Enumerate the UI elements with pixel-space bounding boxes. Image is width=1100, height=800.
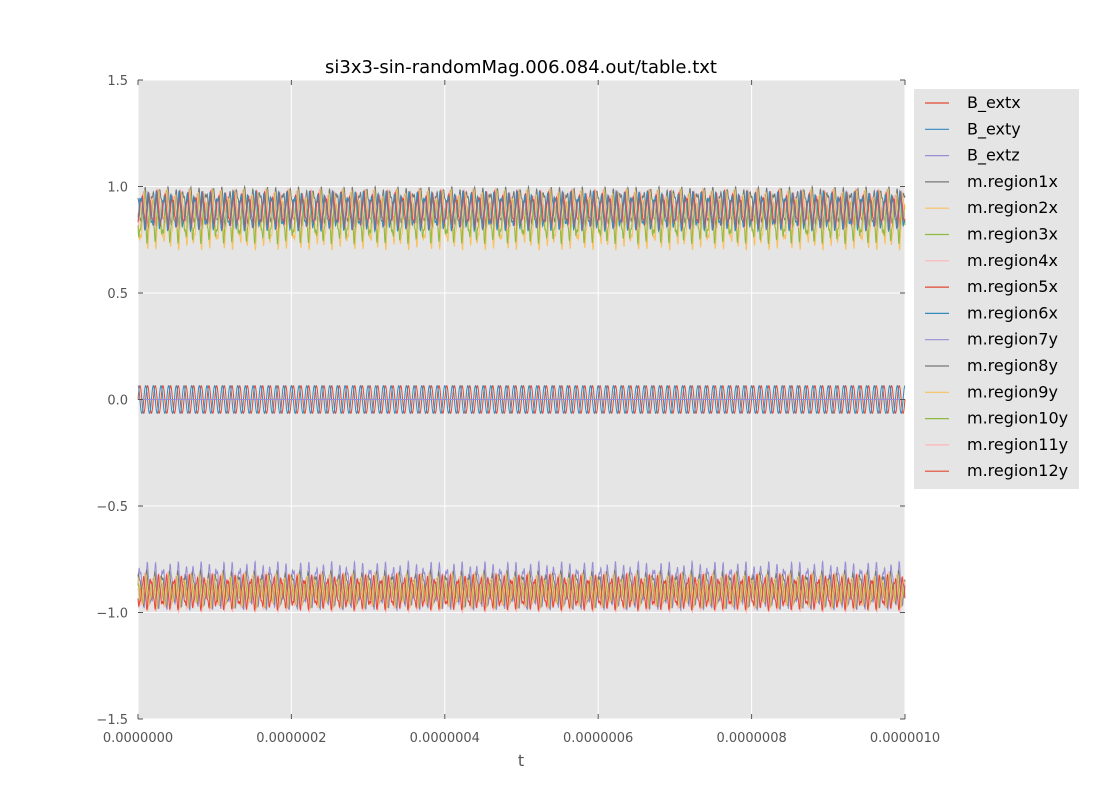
legend-label: B_extx [967, 93, 1021, 113]
legend-label: m.region3x [967, 225, 1058, 244]
legend-label: m.region11y [967, 435, 1068, 454]
y-tick-label: −1.5 [96, 713, 128, 728]
series-line-m-region9y [137, 572, 906, 611]
series-line-m-region11y [137, 570, 906, 615]
legend-label: m.region7y [967, 330, 1058, 349]
y-tick-label: 1.5 [107, 74, 128, 89]
legend-label: m.region4x [967, 251, 1058, 270]
legend-label: B_extz [967, 146, 1020, 166]
legend-label: m.region1x [967, 172, 1058, 191]
y-tick-label: 1.0 [107, 181, 128, 196]
legend-label: m.region8y [967, 356, 1058, 375]
x-tick-label: 0.0000010 [870, 731, 940, 746]
legend-label: m.region2x [967, 198, 1058, 217]
legend-label: m.region6x [967, 303, 1058, 322]
x-tick-label: 0.0000002 [256, 731, 326, 746]
x-tick-label: 0.0000008 [716, 731, 786, 746]
series-layer [137, 184, 906, 615]
legend-label: m.region12y [967, 461, 1068, 480]
legend-label: m.region5x [967, 277, 1058, 296]
series-line-m-region12y [137, 572, 906, 612]
series-line-b-exty [137, 384, 906, 415]
y-tick-label: 0.5 [107, 287, 128, 302]
x-tick-label: 0.0000000 [103, 731, 173, 746]
y-tick-label: 0.0 [107, 394, 128, 409]
series-line-m-region6x [137, 189, 906, 233]
legend-label: m.region10y [967, 409, 1068, 428]
x-tick-label: 0.0000004 [410, 731, 480, 746]
x-tick-label: 0.0000006 [563, 731, 633, 746]
x-axis-label: t [518, 751, 524, 770]
legend-label: m.region9y [967, 382, 1058, 401]
axis-ticks: 0.0000000 0.0000002 0.0000004 0.0000006 0.00… [96, 74, 940, 746]
series-line-m-region8y [137, 568, 906, 610]
y-tick-label: −0.5 [96, 500, 128, 515]
legend-label: B_exty [967, 119, 1021, 139]
chart-title: si3x3-sin-randomMag.006.084.out/table.tx… [325, 57, 717, 78]
y-tick-label: −1.0 [96, 607, 128, 622]
legend: B_extx B_exty B_extz m.region1x m.region2x m.… [914, 89, 1079, 489]
